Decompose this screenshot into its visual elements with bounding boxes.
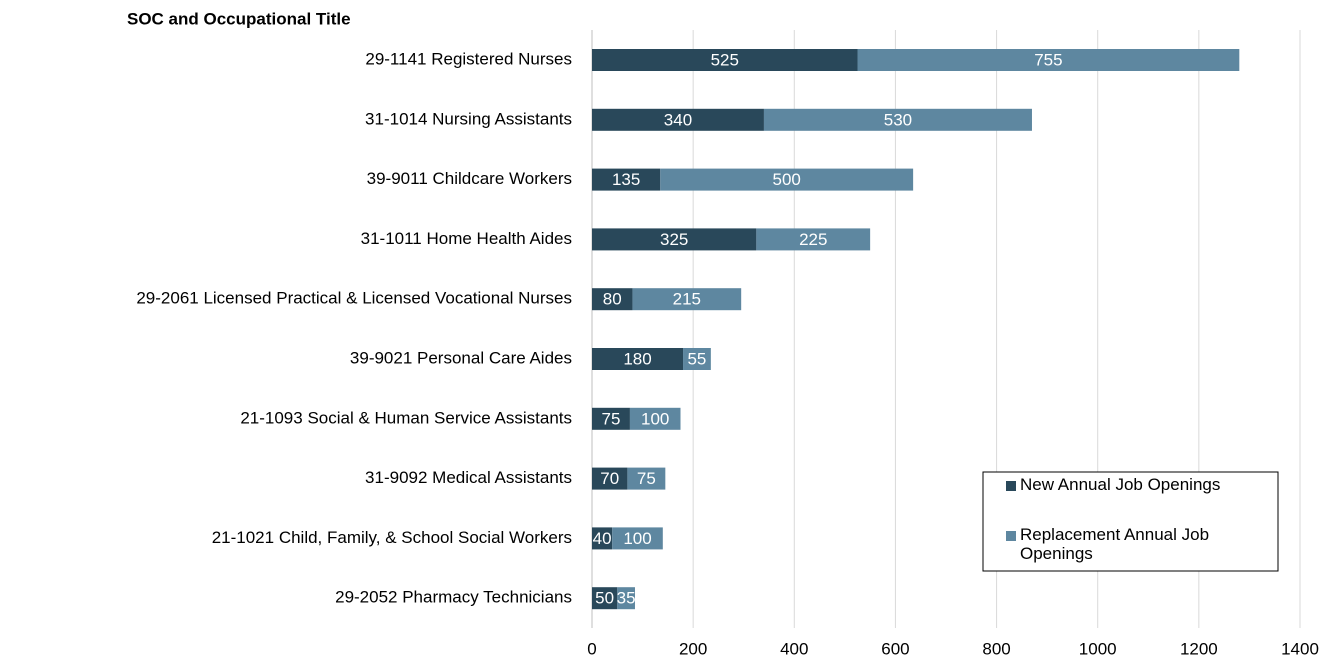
x-tick-label: 0: [587, 639, 596, 658]
bar-segment: [629, 407, 681, 430]
category-label: 29-2061 Licensed Practical & Licensed Vo…: [136, 289, 572, 308]
bar-segment: [612, 527, 663, 550]
data-label: 525: [711, 50, 739, 69]
data-label: 135: [612, 170, 640, 189]
data-label: 340: [664, 110, 692, 129]
data-label: 100: [623, 529, 651, 548]
data-label: 180: [623, 349, 651, 368]
bar-segment: [683, 348, 711, 370]
bar-segment: [592, 108, 764, 131]
category-label: 39-9021 Personal Care Aides: [350, 348, 572, 367]
data-label: 100: [641, 409, 669, 428]
bar-segment: [592, 168, 661, 191]
bar-segment: [592, 407, 630, 430]
data-label: 40: [593, 529, 612, 548]
bar-segment: [756, 228, 871, 251]
x-tick-label: 1200: [1180, 639, 1218, 658]
x-tick-label: 200: [679, 639, 707, 658]
bar-segment: [592, 288, 633, 311]
category-label: 31-9092 Medical Assistants: [365, 468, 572, 487]
x-tick-label: 800: [982, 639, 1010, 658]
category-label: 39-9011 Childcare Workers: [367, 169, 572, 188]
x-tick-label: 600: [881, 639, 909, 658]
x-tick-label: 1400: [1281, 639, 1319, 658]
category-label: 29-2052 Pharmacy Technicians: [335, 588, 572, 607]
data-label: 225: [799, 230, 827, 249]
category-label: 21-1021 Child, Family, & School Social W…: [212, 528, 572, 547]
category-label: 29-1141 Registered Nurses: [365, 49, 572, 68]
data-label: 55: [687, 349, 706, 368]
bar-segment: [632, 288, 742, 311]
bar-segment: [617, 587, 635, 610]
bar-segment: [763, 108, 1032, 131]
axis-title: SOC and Occupational Title: [127, 9, 351, 28]
data-label: 215: [673, 290, 701, 309]
legend-label: Replacement Annual Job Openings: [1020, 525, 1209, 563]
x-tick-label: 400: [780, 639, 808, 658]
bar-segment: [592, 527, 613, 550]
data-label: 755: [1034, 50, 1062, 69]
data-label: 530: [884, 110, 912, 129]
legend-box: [982, 471, 1279, 572]
x-tick-label: 1000: [1079, 639, 1117, 658]
bar-segment: [660, 168, 914, 191]
legend-swatch: [1006, 481, 1016, 491]
category-label: 21-1093 Social & Human Service Assistant…: [240, 408, 572, 427]
bar-segment: [592, 348, 684, 370]
data-label: 80: [603, 290, 622, 309]
bar-segment: [592, 228, 757, 251]
data-label: 500: [773, 170, 801, 189]
category-label: 31-1011 Home Health Aides: [361, 229, 572, 248]
data-label: 75: [602, 409, 621, 428]
bar-segment: [857, 49, 1240, 71]
bar-segment: [592, 587, 618, 610]
bar-segment: [592, 467, 628, 490]
legend-label: New Annual Job Openings: [1020, 475, 1220, 494]
data-label: 70: [600, 469, 619, 488]
category-label: 31-1014 Nursing Assistants: [365, 109, 572, 128]
data-label: 35: [617, 589, 636, 608]
data-label: 50: [595, 589, 614, 608]
legend-swatch: [1006, 531, 1016, 541]
bar-segment: [592, 49, 858, 71]
data-label: 75: [637, 469, 656, 488]
data-label: 325: [660, 230, 688, 249]
bar-segment: [627, 467, 666, 490]
